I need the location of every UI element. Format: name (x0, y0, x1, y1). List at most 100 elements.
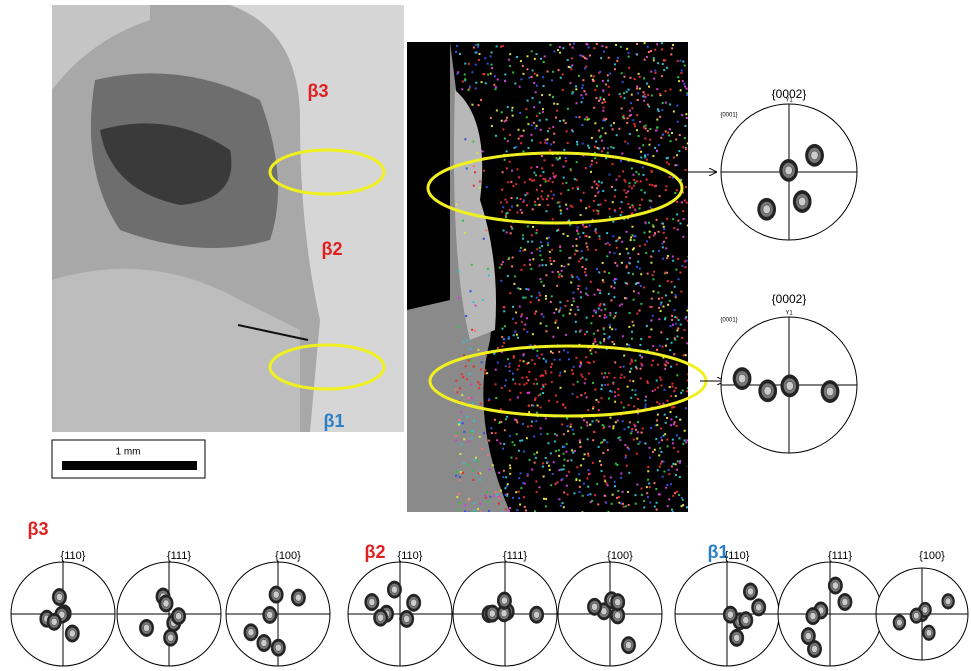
grain-dot (679, 179, 682, 182)
grain-dot (672, 423, 675, 426)
grain-dot (673, 353, 676, 356)
grain-dot (625, 511, 628, 512)
grain-dot (645, 251, 648, 254)
grain-dot (676, 164, 679, 167)
grain-dot (636, 180, 639, 183)
grain-dot (544, 383, 547, 386)
grain-dot (593, 145, 596, 148)
grain-dot (529, 301, 532, 304)
grain-dot (491, 464, 494, 467)
contour (738, 373, 747, 384)
grain-dot (647, 470, 650, 473)
grain-dot (468, 85, 471, 88)
grain-dot (456, 72, 459, 75)
grain-dot (525, 376, 528, 379)
grain-dot (561, 477, 564, 480)
grain-dot (600, 397, 603, 400)
grain-dot (619, 502, 622, 505)
grain-dot (653, 232, 656, 235)
grain-dot (678, 133, 681, 136)
grain-dot (636, 431, 639, 434)
grain-dot (480, 511, 483, 512)
grain-dot (644, 95, 647, 98)
grain-dot (662, 434, 665, 437)
grain-dot (637, 135, 640, 138)
grain-dot (657, 110, 660, 113)
contour (143, 624, 150, 632)
grain-dot (544, 138, 547, 141)
grain-dot (657, 291, 660, 294)
grain-dot (632, 298, 635, 301)
grain-dot (539, 375, 542, 378)
grain-dot (585, 316, 588, 319)
grain-dot (652, 234, 655, 237)
grain-dot (542, 391, 545, 394)
grain-dot (612, 382, 615, 385)
grain-dot (671, 438, 674, 441)
grain-dot (526, 391, 529, 394)
grain-dot (680, 496, 683, 499)
grain-dot (672, 218, 675, 221)
grain-dot (534, 398, 537, 401)
grain-dot (666, 338, 669, 341)
grain-dot (655, 149, 658, 152)
grain-dot (650, 297, 653, 300)
grain-dot (473, 502, 476, 505)
grain-dot (464, 504, 467, 507)
grain-dot (572, 297, 575, 300)
grain-dot (661, 222, 664, 225)
grain-dot (520, 315, 523, 318)
grain-dot (673, 492, 676, 495)
grain-dot (561, 502, 564, 505)
grain-dot (483, 432, 486, 435)
grain-dot (523, 199, 526, 202)
grain-dot (457, 422, 460, 425)
grain-dot (558, 205, 561, 208)
grain-dot (623, 92, 626, 95)
grain-dot (511, 305, 514, 308)
grain-dot (460, 410, 463, 413)
grain-dot (563, 370, 566, 373)
grain-dot (495, 109, 498, 112)
grain-dot (580, 199, 583, 202)
grain-dot (607, 56, 610, 59)
grain-dot (634, 502, 637, 505)
grain-dot (528, 411, 531, 414)
grain-dot (571, 205, 574, 208)
grain-dot (559, 209, 562, 212)
grain-dot (472, 478, 475, 481)
grain-dot (658, 195, 661, 198)
grain-dot (627, 51, 630, 54)
contour (896, 618, 903, 627)
grain-dot (538, 112, 541, 115)
grain-dot (631, 389, 634, 392)
grain-dot (667, 131, 670, 134)
grain-dot (525, 288, 528, 291)
grain-dot (671, 318, 674, 321)
grain-dot (553, 260, 556, 263)
grain-dot (637, 72, 640, 75)
contour (377, 613, 384, 622)
grain-dot (658, 318, 661, 321)
grain-dot (643, 77, 646, 80)
grain-dot (662, 225, 665, 228)
grain-dot (470, 263, 473, 266)
grain-dot (614, 462, 617, 465)
grain-dot (606, 232, 609, 235)
grain-dot (645, 395, 648, 398)
grain-dot (600, 463, 603, 466)
grain-dot (455, 44, 458, 47)
grain-dot (573, 492, 576, 495)
grain-dot (632, 184, 635, 187)
grain-dot (601, 424, 604, 427)
grain-dot (621, 81, 624, 84)
grain-dot (519, 111, 522, 114)
grain-dot (683, 439, 686, 442)
grain-dot (568, 219, 571, 222)
grain-dot (651, 390, 654, 393)
grain-dot (591, 420, 594, 423)
grain-dot (675, 268, 678, 271)
grain-dot (575, 244, 578, 247)
grain-dot (624, 456, 627, 459)
grain-dot (650, 170, 653, 173)
